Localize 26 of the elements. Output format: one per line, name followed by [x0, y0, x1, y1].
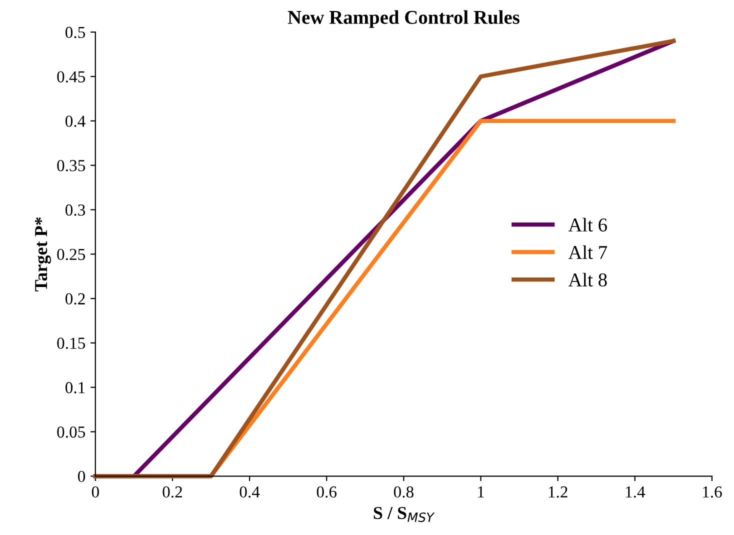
x-tick-label: 1 — [478, 486, 484, 498]
y-tick-label: 0.1 — [66, 382, 85, 394]
y-tick-label: 0.25 — [57, 248, 86, 260]
y-tick-label: 0.45 — [57, 71, 86, 83]
y-axis-title: Target P* — [35, 217, 51, 292]
legend-label: Alt 6 — [568, 218, 607, 232]
y-tick-label: 0 — [78, 470, 86, 482]
x-tick-label: 1.2 — [548, 486, 568, 498]
legend-label: Alt 7 — [568, 245, 607, 260]
x-tick-label: 0.2 — [162, 486, 182, 498]
y-tick-label: 0.3 — [66, 204, 86, 216]
x-tick-label: 1.6 — [703, 486, 722, 498]
chart-title: New Ramped Control Rules — [288, 10, 520, 28]
x-tick-label: 0.6 — [316, 486, 337, 498]
y-tick-label: 0.2 — [66, 293, 85, 305]
y-tick-label: 0.4 — [66, 116, 86, 127]
y-tick-label: 0.35 — [57, 160, 86, 172]
x-tick-label: 0 — [92, 486, 99, 498]
legend-label: Alt 8 — [568, 272, 607, 287]
y-tick-label: 0.5 — [66, 26, 86, 38]
y-tick-label: 0.05 — [57, 426, 86, 438]
x-axis-title: S / S$_{MSY}$ — [374, 506, 435, 522]
x-tick-label: 0.4 — [240, 486, 260, 498]
y-tick-label: 0.15 — [57, 338, 86, 349]
x-tick-label: 0.8 — [394, 486, 414, 498]
x-tick-label: 1.4 — [626, 486, 646, 498]
